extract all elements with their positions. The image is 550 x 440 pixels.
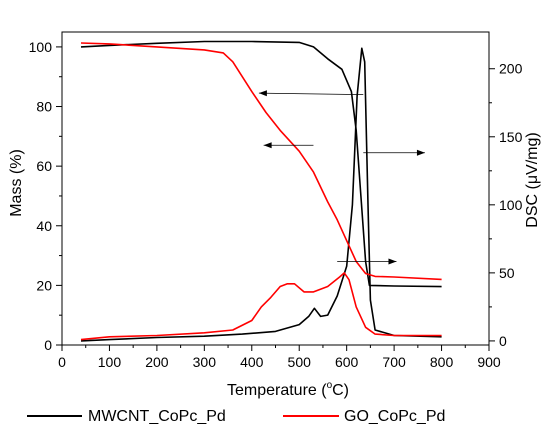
y-left-axis-title: Mass (%) bbox=[8, 149, 25, 217]
y-right-tick-label: 50 bbox=[499, 265, 515, 281]
y-left-tick-label: 20 bbox=[36, 277, 52, 293]
x-tick-label: 800 bbox=[430, 354, 454, 370]
series-layer bbox=[80, 40, 442, 342]
legend: MWCNT_CoPc_Pd GO_CoPc_Pd bbox=[27, 408, 445, 425]
y-right-tick-label: 150 bbox=[499, 129, 523, 145]
annotation-layer bbox=[258, 90, 425, 265]
annotation-arrow-head bbox=[416, 149, 425, 156]
legend-label-go: GO_CoPc_Pd bbox=[344, 408, 445, 425]
x-tick-label: 100 bbox=[98, 354, 122, 370]
go-dsc-line bbox=[80, 272, 442, 341]
annotation-arrow-line bbox=[258, 92, 364, 95]
go-mass-line bbox=[80, 42, 442, 281]
y-left-tick-label: 100 bbox=[29, 39, 53, 55]
x-axis-title: Temperature (oC) bbox=[227, 380, 349, 399]
plot-border bbox=[61, 31, 490, 346]
x-tick-label: 200 bbox=[145, 354, 169, 370]
annotation-arrow-head bbox=[388, 258, 397, 265]
y-right-tick-label: 200 bbox=[499, 61, 523, 77]
x-axis-title-main: Temperature ( bbox=[227, 382, 327, 399]
x-axis-title-end: C) bbox=[332, 382, 349, 399]
x-tick-label: 700 bbox=[382, 354, 406, 370]
x-tick-label: 300 bbox=[193, 354, 217, 370]
y-left-axis: 0 20 40 60 80 100 bbox=[29, 39, 62, 353]
mwcnt-dsc-line bbox=[80, 47, 442, 342]
plot-frame bbox=[61, 31, 490, 346]
y-left-tick-label: 40 bbox=[36, 218, 52, 234]
y-left-tick-label: 60 bbox=[36, 158, 52, 174]
y-right-axis: 0 50 100 150 200 bbox=[489, 61, 523, 349]
x-axis: 0 100 200 300 400 500 600 700 800 900 bbox=[58, 345, 501, 370]
x-tick-label: 400 bbox=[240, 354, 264, 370]
y-left-tick-label: 80 bbox=[36, 99, 52, 115]
y-right-tick-label: 0 bbox=[499, 333, 507, 349]
annotation-arrow-head bbox=[263, 142, 272, 149]
legend-label-mwcnt: MWCNT_CoPc_Pd bbox=[88, 408, 226, 425]
y-right-axis-title: DSC (μV/mg) bbox=[524, 132, 541, 227]
x-tick-label: 0 bbox=[58, 354, 66, 370]
mwcnt-mass-line bbox=[80, 40, 442, 288]
y-right-tick-label: 100 bbox=[499, 197, 523, 213]
y-left-tick-label: 0 bbox=[44, 337, 52, 353]
x-tick-label: 600 bbox=[335, 354, 359, 370]
x-tick-label: 500 bbox=[288, 354, 312, 370]
annotation-arrow-head bbox=[258, 90, 267, 97]
x-axis-title-sup: o bbox=[327, 380, 333, 391]
x-tick-label: 900 bbox=[477, 354, 501, 370]
